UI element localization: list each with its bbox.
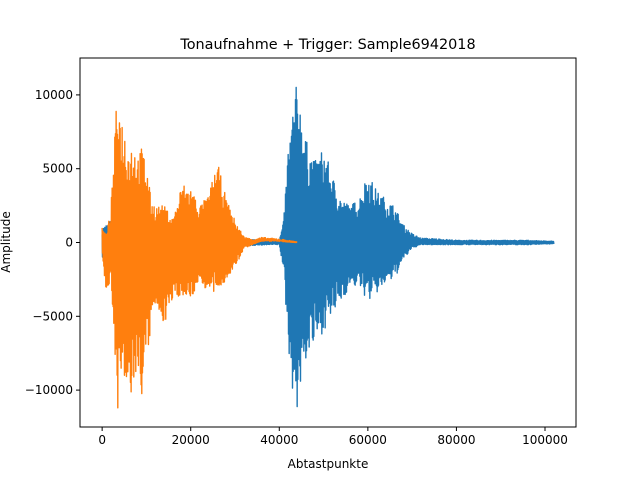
x-axis-label: Abtastpunkte [288, 457, 369, 471]
y-tick-label: 10000 [35, 88, 73, 102]
x-tick-label: 100000 [522, 433, 568, 447]
x-tick-label: 60000 [349, 433, 387, 447]
x-tick-label: 40000 [260, 433, 298, 447]
x-tick-label: 20000 [172, 433, 210, 447]
y-axis-label: Amplitude [0, 211, 13, 273]
y-tick-label: 0 [65, 236, 73, 250]
y-tick-label: 5000 [42, 162, 73, 176]
y-tick-label: −5000 [32, 309, 73, 323]
chart-title: Tonaufnahme + Trigger: Sample6942018 [179, 37, 475, 53]
x-axis-ticks: 0 20000 40000 60000 80000 100000 [98, 427, 568, 447]
y-tick-label: −10000 [25, 383, 73, 397]
y-axis-ticks: −10000 −5000 0 5000 10000 [25, 88, 80, 397]
x-tick-label: 0 [98, 433, 106, 447]
x-tick-label: 80000 [437, 433, 475, 447]
series-layer [101, 86, 555, 409]
series-line-2 [101, 110, 298, 409]
